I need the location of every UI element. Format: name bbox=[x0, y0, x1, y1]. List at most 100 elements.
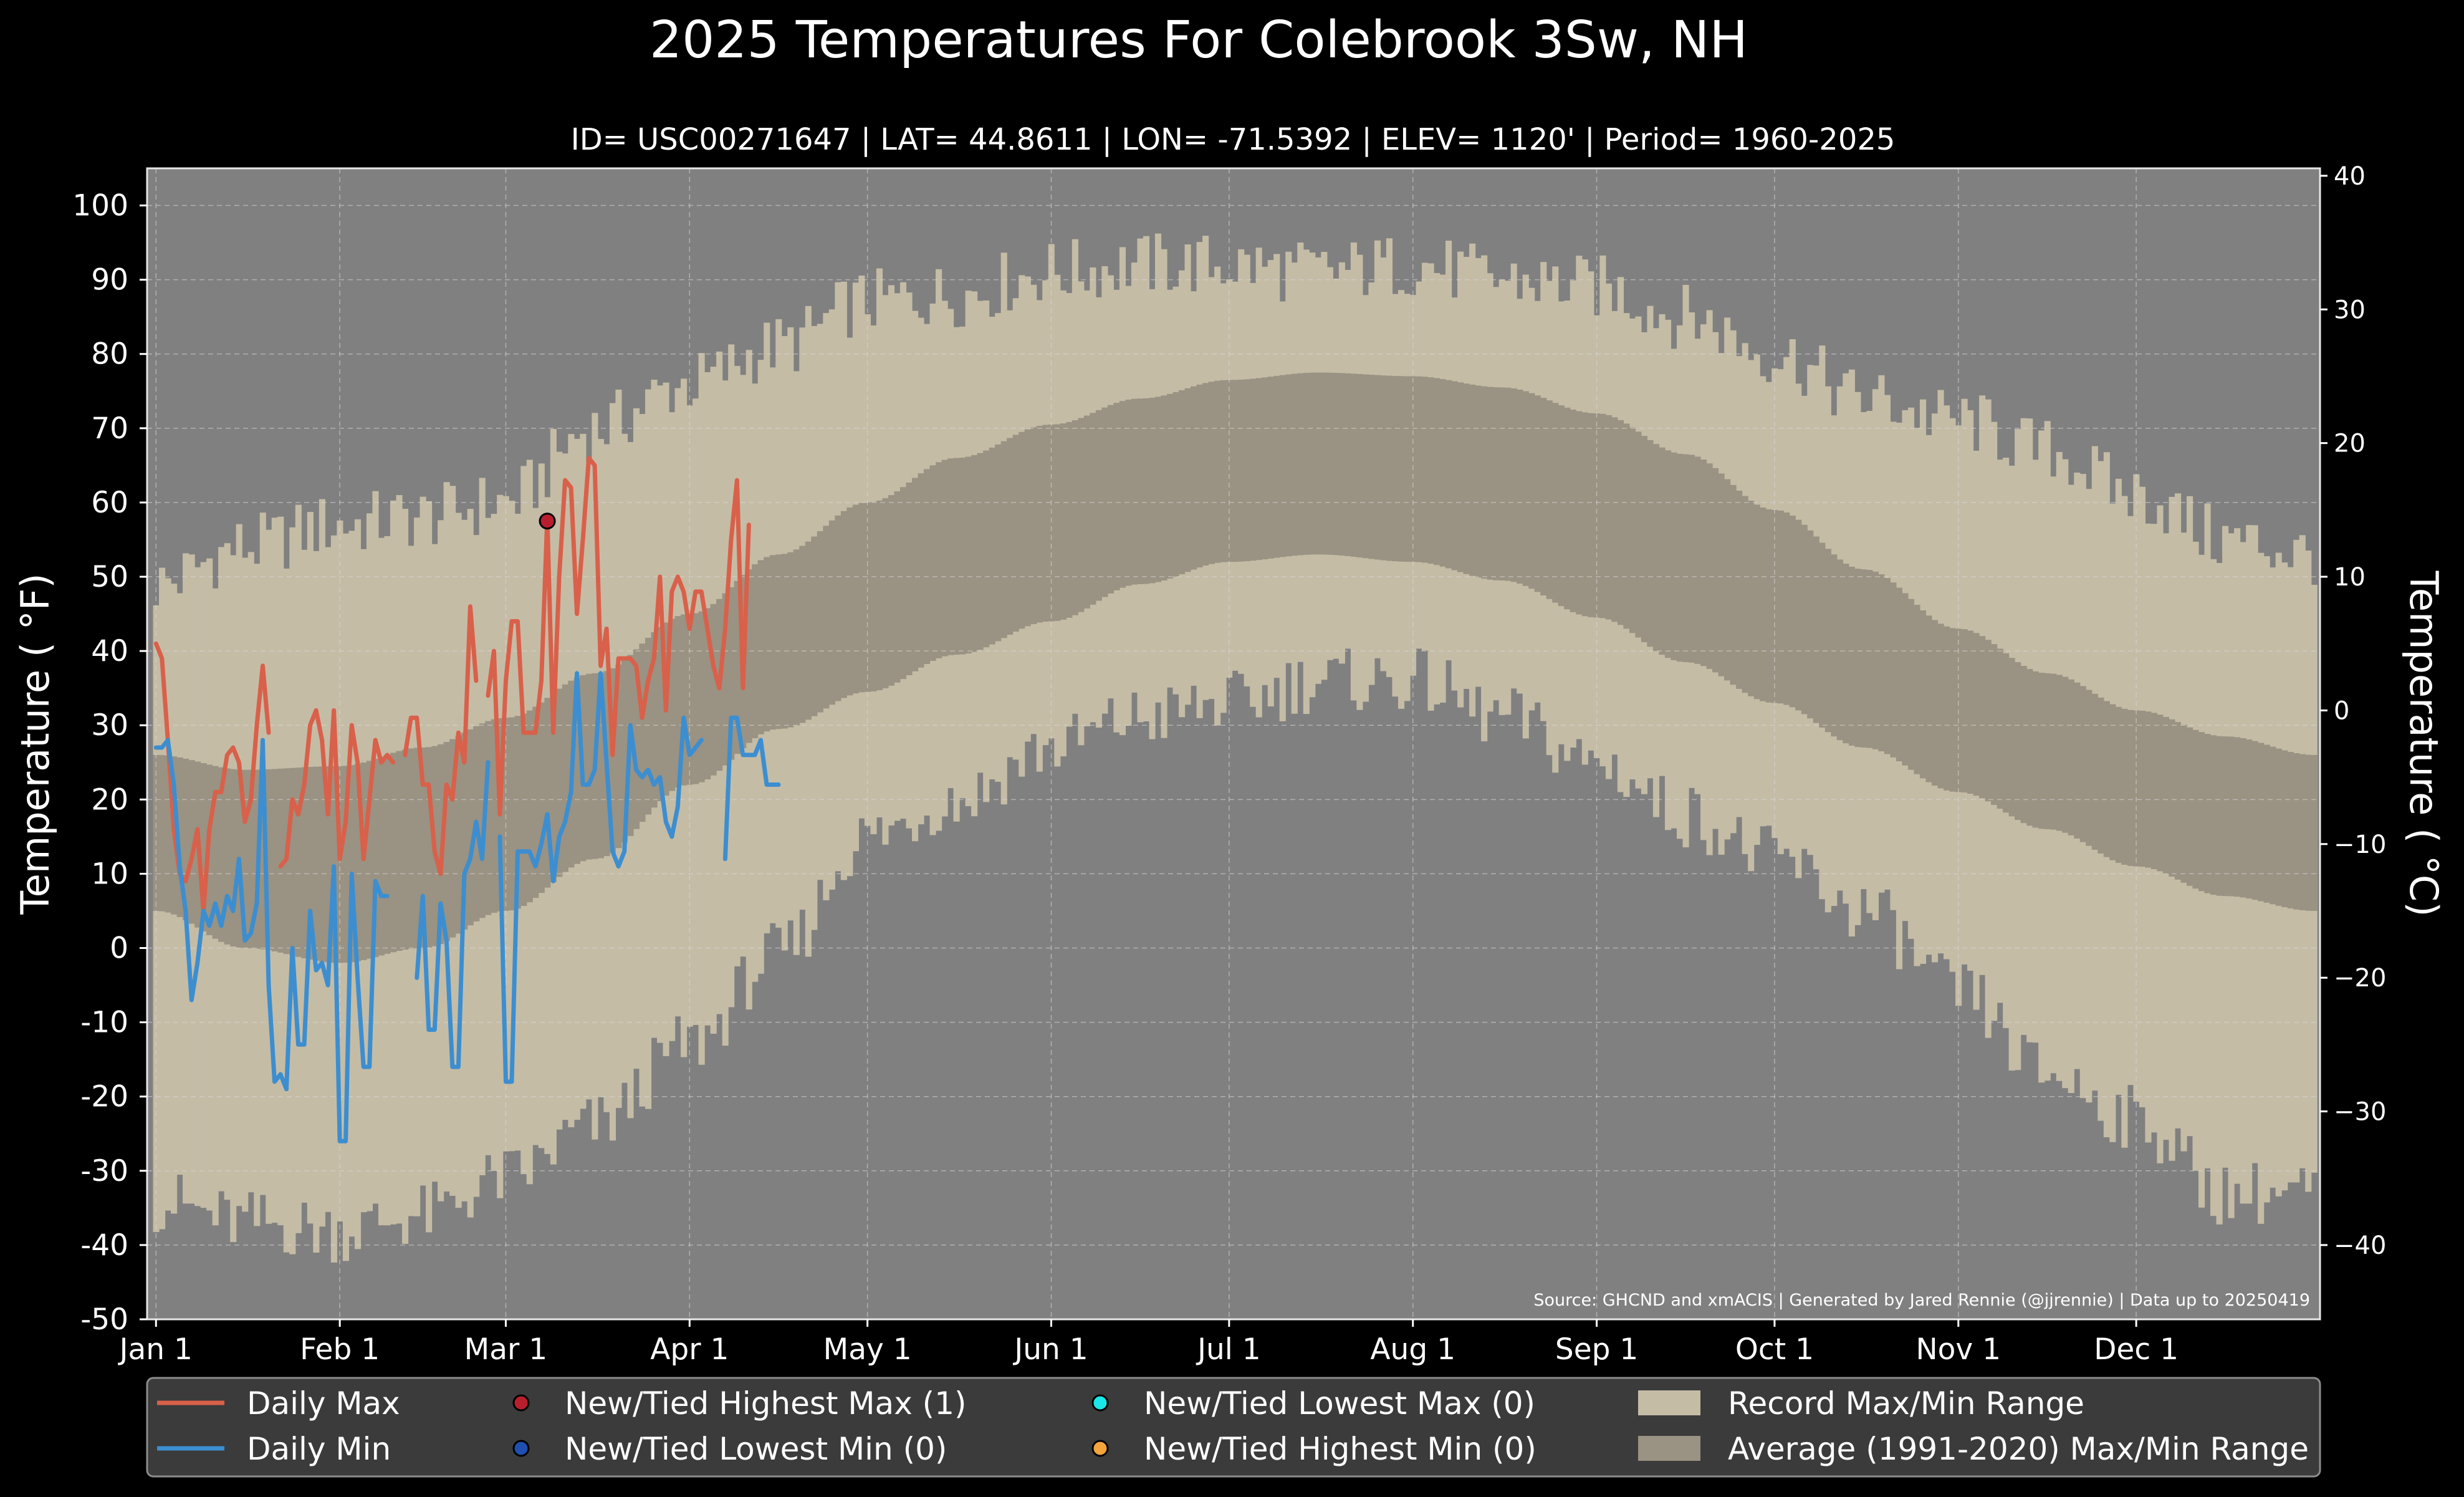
source-note: Source: GHCND and xmACIS | Generated by … bbox=[1533, 1291, 2310, 1310]
average-range-bar bbox=[1487, 387, 1493, 580]
average-range-bar bbox=[734, 580, 741, 754]
average-range-bar bbox=[449, 739, 456, 938]
average-range-bar bbox=[1991, 644, 1998, 805]
average-range-bar bbox=[1000, 441, 1007, 638]
average-range-bar bbox=[573, 677, 580, 864]
average-range-bar bbox=[455, 736, 462, 934]
average-range-bar bbox=[959, 457, 966, 655]
average-range-bar bbox=[1427, 377, 1434, 564]
average-range-bar bbox=[1564, 407, 1571, 610]
average-range-bar bbox=[1546, 400, 1553, 599]
daily-series bbox=[153, 456, 781, 1143]
average-range-bar bbox=[556, 688, 563, 877]
average-range-bar bbox=[1588, 413, 1594, 617]
y-axis-right: −40 −30 −20 −10 0 10 20 30 40 bbox=[2320, 162, 2386, 1260]
average-range-bar bbox=[378, 756, 385, 956]
average-range-bar bbox=[2169, 719, 2175, 877]
legend-dot-swatch bbox=[512, 1394, 530, 1412]
legend-label: Daily Max bbox=[247, 1385, 400, 1422]
average-range-bar bbox=[1878, 574, 1885, 751]
average-range-bar bbox=[1783, 512, 1790, 705]
average-range-bar bbox=[1463, 383, 1470, 574]
y-tick-label-right: −10 bbox=[2334, 830, 2386, 859]
average-range-bar bbox=[2109, 704, 2116, 860]
average-range-bar bbox=[1510, 388, 1517, 582]
average-range-bar bbox=[2258, 743, 2265, 902]
average-range-bar bbox=[2240, 738, 2246, 898]
average-range-bar bbox=[1416, 376, 1422, 562]
daily-min-line bbox=[153, 671, 781, 1143]
average-range-bar bbox=[1985, 640, 1992, 802]
average-range-bar bbox=[1380, 375, 1387, 561]
average-range-bar bbox=[1285, 374, 1292, 557]
average-range-bar bbox=[1232, 380, 1239, 562]
average-range-bar bbox=[396, 751, 403, 951]
legend: Daily Max New/Tied Highest Max (1) New/Tie… bbox=[146, 1377, 2321, 1478]
average-range-bar bbox=[301, 767, 308, 958]
average-range-bar bbox=[1498, 387, 1505, 580]
average-range-bar bbox=[1042, 425, 1049, 622]
average-range-bar bbox=[1179, 390, 1186, 574]
average-range-bar bbox=[1689, 455, 1695, 663]
average-range-bar bbox=[894, 491, 901, 683]
average-range-bar bbox=[1338, 373, 1345, 556]
average-range-bar bbox=[1149, 397, 1156, 584]
average-range-bar bbox=[1599, 413, 1606, 619]
average-range-bar bbox=[1570, 409, 1576, 612]
average-range-bar bbox=[1872, 571, 1879, 749]
average-range-bar bbox=[1605, 415, 1612, 620]
average-range-bar bbox=[645, 637, 652, 815]
average-range-bar bbox=[681, 614, 688, 786]
y-tick-label: -40 bbox=[80, 1228, 128, 1263]
average-range-bar bbox=[805, 541, 812, 720]
chart-title: 2025 Temperatures For Colebrook 3Sw, NH bbox=[650, 11, 1748, 70]
average-range-bar bbox=[1641, 436, 1648, 642]
average-range-bar bbox=[2003, 653, 2010, 813]
average-range-bar bbox=[787, 552, 794, 728]
average-range-bar bbox=[1712, 468, 1719, 673]
average-range-bar bbox=[408, 748, 415, 949]
y-tick-label: -20 bbox=[80, 1080, 128, 1114]
average-range-bar bbox=[2103, 701, 2110, 857]
average-range-bar bbox=[2020, 666, 2027, 824]
average-range-bar bbox=[1937, 623, 1944, 789]
average-range-bar bbox=[1611, 417, 1618, 622]
average-range-bar bbox=[1244, 379, 1250, 562]
average-range-bar bbox=[1718, 473, 1725, 676]
average-range-bar bbox=[562, 684, 568, 872]
average-range-bar bbox=[414, 748, 421, 948]
average-range-bar bbox=[307, 767, 314, 960]
average-range-bar bbox=[835, 515, 841, 701]
average-range-bar bbox=[852, 504, 859, 694]
average-range-bar bbox=[1765, 509, 1772, 703]
average-range-bar bbox=[1617, 420, 1624, 625]
average-range-bar bbox=[639, 643, 646, 822]
y-axis-label-left: Temperature ( °F) bbox=[12, 573, 58, 915]
average-range-bar bbox=[2026, 669, 2033, 826]
average-range-bar bbox=[1208, 382, 1215, 564]
average-range-bar bbox=[1647, 440, 1654, 647]
average-range-bar bbox=[1036, 425, 1043, 623]
legend-dot-swatch bbox=[1091, 1394, 1109, 1412]
legend-label: Daily Min bbox=[247, 1431, 391, 1467]
average-range-bar bbox=[1931, 620, 1939, 786]
average-range-bar bbox=[1291, 373, 1298, 556]
average-range-bar bbox=[1090, 413, 1096, 605]
average-range-bar bbox=[752, 564, 759, 738]
average-range-bar bbox=[230, 769, 237, 946]
average-range-bar bbox=[953, 458, 960, 655]
average-range-bar bbox=[929, 465, 936, 661]
average-range-bar bbox=[1522, 391, 1529, 586]
average-range-bar bbox=[348, 765, 355, 963]
average-range-bar bbox=[1172, 392, 1179, 577]
average-range-bar bbox=[1078, 418, 1085, 612]
average-range-bar bbox=[342, 766, 349, 963]
average-range-bar bbox=[1671, 452, 1677, 660]
y-tick-label: 20 bbox=[91, 782, 128, 817]
average-range-bar bbox=[597, 672, 604, 859]
average-range-bar bbox=[2079, 686, 2086, 842]
average-range-bar bbox=[1748, 501, 1755, 696]
y-tick-label-right: 0 bbox=[2334, 696, 2349, 725]
average-range-bar bbox=[1753, 504, 1760, 700]
average-range-bar bbox=[1374, 375, 1381, 560]
